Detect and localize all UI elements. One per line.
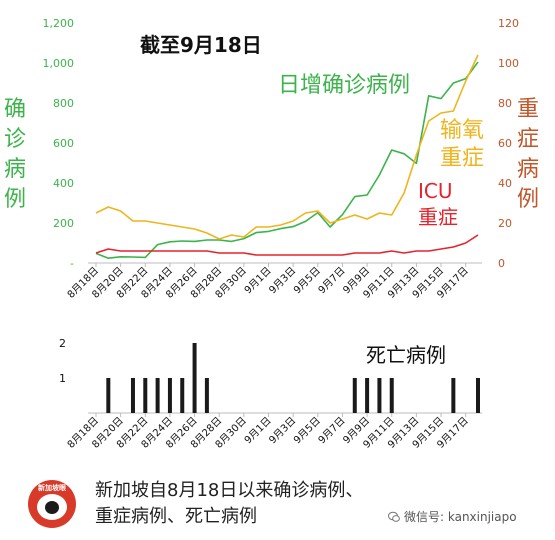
legend-label: 重症	[418, 205, 458, 229]
death-bar	[180, 378, 185, 413]
series-lines	[95, 54, 479, 260]
left-axis-title-char: 例	[4, 187, 26, 212]
left-axis-title-char: 病	[4, 157, 26, 182]
legend-label: 重症	[440, 146, 484, 171]
footer-caption-line1: 新加坡自8月18日以来确诊病例、	[95, 480, 364, 501]
right-tick-label: 80	[498, 97, 512, 110]
x-tick-label: 9月3日	[267, 415, 299, 447]
left-tick-label: -	[70, 257, 74, 270]
right-tick-label: 0	[498, 257, 505, 270]
death-bar	[155, 378, 160, 413]
death-bar	[143, 378, 148, 413]
legend-label: 输氧	[440, 118, 484, 143]
death-bar	[167, 378, 172, 413]
death-bar	[476, 378, 480, 413]
right-axis-title-char: 症	[517, 127, 539, 152]
death-bar	[204, 378, 209, 413]
bar-chart-title: 死亡病例	[366, 343, 446, 367]
x-axis-ticks: 8月18日8月20日8月22日8月24日8月26日8月28日8月30日9月1日9…	[65, 263, 471, 301]
x-tick-label: 9月5日	[291, 415, 323, 447]
right-axis-title-char: 例	[517, 187, 539, 212]
chart-title: 截至9月18日	[140, 33, 262, 57]
left-tick-label: 200	[53, 217, 74, 230]
x-tick-label: 9月7日	[316, 265, 348, 297]
bar-y-ticks: 12	[59, 337, 66, 385]
wechat-id: 微信号: kanxinjiapo	[388, 508, 517, 525]
x-tick-label: 9月7日	[316, 415, 348, 447]
bar-y-tick-label: 2	[59, 337, 66, 350]
footer-caption: 新加坡自8月18日以来确诊病例、 重症病例、死亡病例	[95, 478, 363, 530]
series-line	[95, 234, 479, 256]
wechat-id-text: 微信号: kanxinjiapo	[404, 510, 517, 524]
right-tick-label: 40	[498, 177, 512, 190]
x-tick-label: 9月1日	[242, 265, 274, 297]
death-bar	[106, 378, 111, 413]
death-bar	[377, 378, 382, 413]
death-bar	[192, 343, 197, 413]
right-tick-label: 120	[498, 17, 519, 30]
left-tick-label: 1,200	[43, 17, 75, 30]
death-bar	[130, 378, 135, 413]
right-axis-title: 重症病例	[517, 97, 539, 212]
bar-x-ticks: 8月18日8月20日8月22日8月24日8月26日8月28日8月30日9月1日9…	[65, 413, 471, 451]
death-bar	[352, 378, 357, 413]
footer: 新加坡眼 新加坡自8月18日以来确诊病例、 重症病例、死亡病例 微信号: kan…	[0, 470, 555, 540]
left-tick-label: 800	[53, 97, 74, 110]
right-tick-label: 60	[498, 137, 512, 150]
bar-y-tick-label: 1	[59, 372, 66, 385]
x-tick-label: 9月3日	[267, 265, 299, 297]
left-axis-ticks: - 200 400 600 800 1,000 1,200	[43, 17, 75, 270]
right-axis-title-char: 病	[517, 157, 539, 182]
x-tick-label: 9月1日	[242, 415, 274, 447]
logo-text: 新加坡眼	[38, 484, 66, 492]
death-bar	[365, 378, 370, 413]
bars	[106, 343, 480, 413]
x-tick-label: 9月5日	[291, 265, 323, 297]
right-axis-ticks: 0 20 40 60 80 100 120	[498, 17, 519, 270]
legend-label: 日增确诊病例	[278, 73, 410, 98]
left-tick-label: 1,000	[43, 57, 75, 70]
left-tick-label: 400	[53, 177, 74, 190]
right-axis-title-char: 重	[517, 97, 539, 122]
logo: 新加坡眼	[28, 480, 76, 528]
left-axis-title-char: 诊	[4, 127, 26, 152]
death-bar	[389, 378, 394, 413]
legend-label: ICU	[418, 179, 453, 203]
death-bar-chart: 12 8月18日8月20日8月22日8月24日8月26日8月28日8月30日9月…	[59, 337, 482, 451]
left-axis-title: 确诊病例	[4, 97, 26, 212]
right-tick-label: 100	[498, 57, 519, 70]
logo-pupil	[45, 501, 59, 514]
footer-caption-line2: 重症病例、死亡病例	[95, 506, 257, 527]
left-tick-label: 600	[53, 137, 74, 150]
right-tick-label: 20	[498, 217, 512, 230]
death-bar	[451, 378, 456, 413]
wechat-icon	[388, 511, 400, 522]
series-line	[95, 54, 479, 240]
left-axis-title-char: 确	[4, 97, 26, 122]
